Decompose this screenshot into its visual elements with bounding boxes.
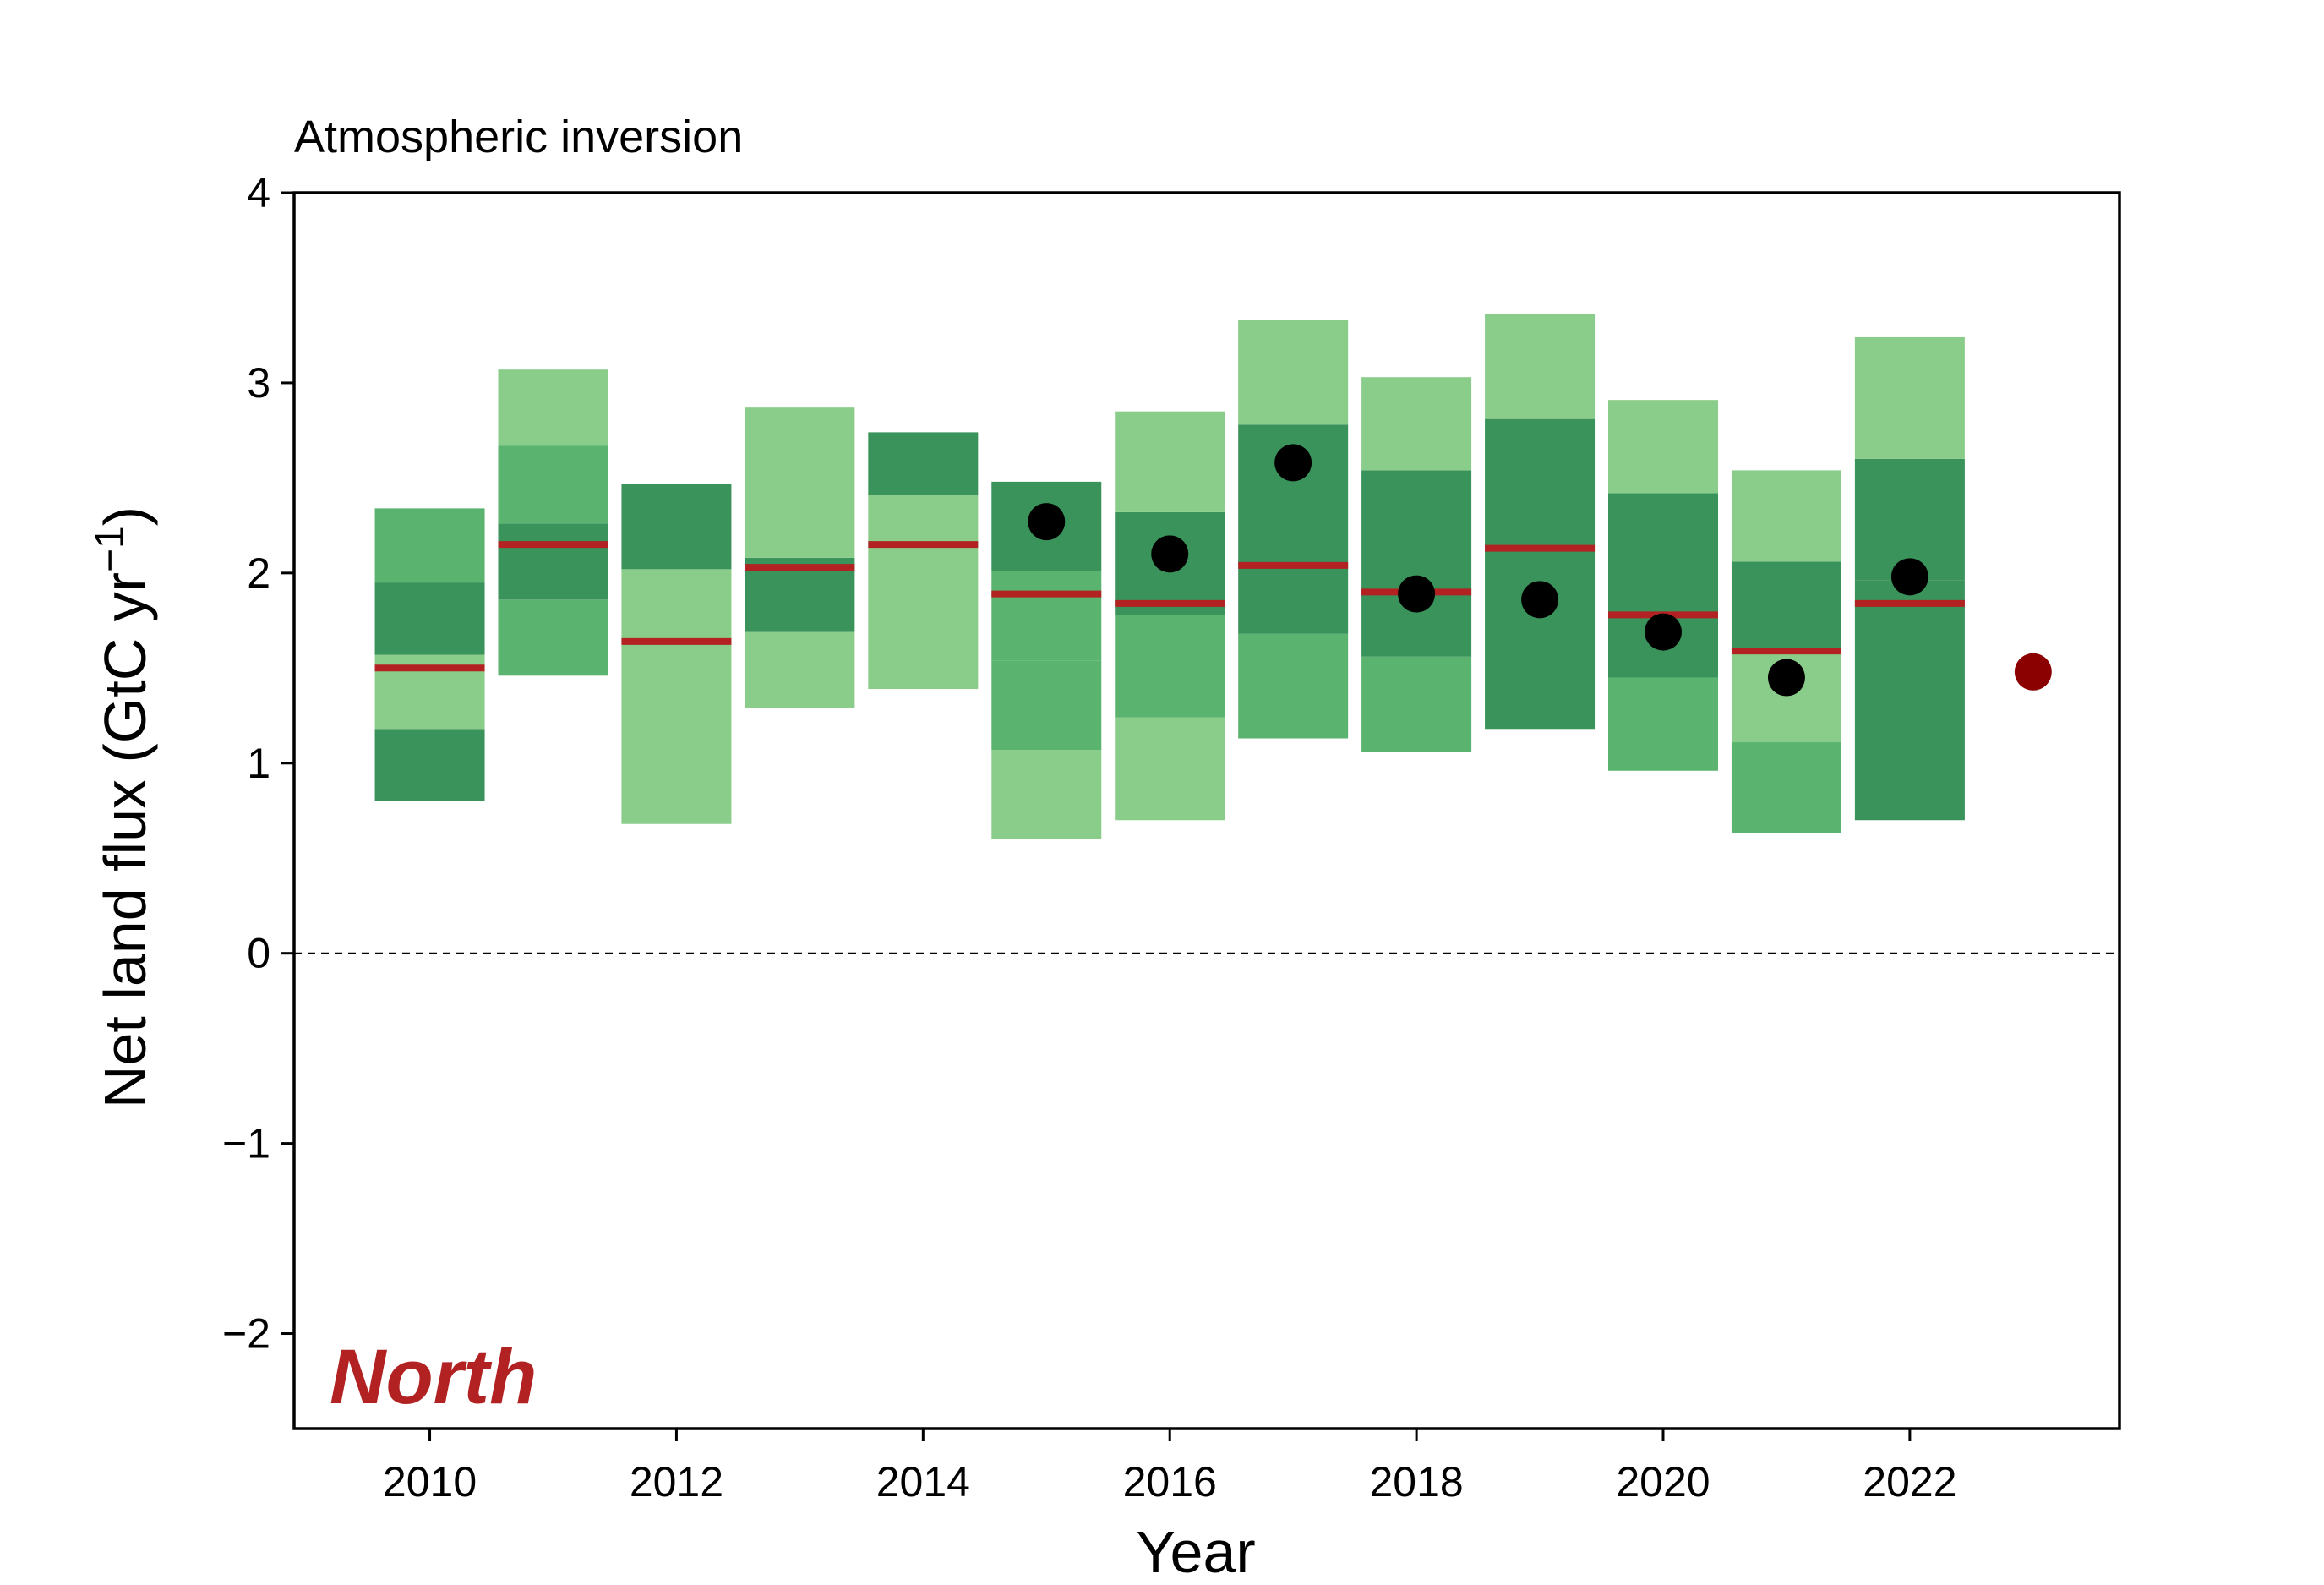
- data-point-2019: [1521, 581, 1559, 619]
- x-tick-label-2016: 2016: [1123, 1458, 1217, 1506]
- data-point-2023: [2014, 653, 2052, 691]
- bar-band-2010-0: [374, 729, 485, 801]
- data-point-2018: [1398, 575, 1436, 613]
- bar-band-2021-3: [1731, 470, 1841, 562]
- bar-band-2017-0: [1238, 633, 1349, 739]
- bar-band-2012-1: [621, 484, 732, 570]
- bar-band-2018-2: [1361, 377, 1472, 471]
- y-tick-label-4: 4: [247, 169, 270, 216]
- y-axis-title: Net land flux (GtC yr−1): [88, 506, 158, 1108]
- chart-title: Atmospheric inversion: [294, 112, 743, 162]
- bar-band-2010-3: [374, 508, 485, 583]
- bar-band-2018-1: [1361, 470, 1472, 657]
- bar-band-2010-2: [374, 582, 485, 655]
- y-axis-title-exponent: −1: [88, 526, 133, 572]
- bar-band-2021-0: [1731, 742, 1841, 833]
- y-axis-title-main: Net land flux (GtC yr: [92, 572, 158, 1108]
- bar-band-2015-1: [991, 660, 1102, 751]
- x-tick-label-2022: 2022: [1863, 1458, 1956, 1506]
- data-point-2015: [1028, 503, 1066, 541]
- data-point-2021: [1767, 659, 1805, 697]
- x-tick-label-2018: 2018: [1369, 1458, 1463, 1506]
- bar-band-2011-2: [498, 445, 608, 524]
- bar-band-2016-0: [1115, 717, 1225, 821]
- bars-layer: [374, 314, 1965, 839]
- y-tick-label-1: 1: [247, 740, 270, 787]
- x-tick-label-2014: 2014: [876, 1458, 970, 1506]
- bar-band-2019-0: [1485, 418, 1596, 730]
- bar-band-2018-0: [1361, 656, 1472, 752]
- bar-band-2022-2: [1854, 336, 1965, 459]
- x-tick-label-2010: 2010: [383, 1458, 477, 1506]
- y-axis-title-close: ): [92, 506, 158, 526]
- x-axis-title: Year: [1136, 1519, 1255, 1585]
- data-point-2016: [1151, 535, 1189, 573]
- bar-band-2022-0: [1854, 580, 1965, 821]
- bar-band-2012-0: [621, 569, 732, 824]
- plot-frame: [292, 191, 2121, 1430]
- bar-band-2016-3: [1115, 411, 1225, 512]
- bar-band-2011-3: [498, 369, 608, 446]
- y-tick-label-3: 3: [247, 359, 270, 407]
- bar-band-2015-2: [991, 571, 1102, 661]
- y-tick-label-0: 0: [247, 930, 270, 977]
- bar-band-2017-2: [1238, 320, 1349, 425]
- bar-band-2021-2: [1731, 561, 1841, 652]
- bar-band-2013-2: [745, 407, 855, 558]
- bar-band-2011-0: [498, 599, 608, 676]
- bar-band-2019-1: [1485, 314, 1596, 419]
- y-tick-label--1: −1: [222, 1120, 270, 1167]
- bar-band-2015-0: [991, 750, 1102, 839]
- data-point-2022: [1890, 558, 1928, 596]
- bar-band-2011-1: [498, 523, 608, 600]
- bar-band-2020-0: [1608, 677, 1718, 771]
- region-label: North: [330, 1334, 537, 1420]
- bar-band-2014-1: [868, 432, 979, 495]
- bar-band-2013-0: [745, 631, 855, 708]
- bar-band-2020-2: [1608, 400, 1718, 494]
- y-axis: −2 −1 0 1 2 3 4: [222, 169, 294, 1358]
- points-layer: [1028, 444, 2052, 697]
- y-tick-label-2: 2: [247, 549, 270, 597]
- data-point-2017: [1274, 444, 1312, 482]
- bar-band-2016-1: [1115, 615, 1225, 718]
- x-axis: 2010 2012 2014 2016 2018 2020 2022: [383, 1429, 1957, 1506]
- data-point-2020: [1645, 613, 1682, 651]
- y-tick-label--2: −2: [222, 1310, 270, 1358]
- bar-band-2014-0: [868, 495, 979, 690]
- x-tick-label-2012: 2012: [630, 1458, 723, 1506]
- x-tick-label-2020: 2020: [1616, 1458, 1710, 1506]
